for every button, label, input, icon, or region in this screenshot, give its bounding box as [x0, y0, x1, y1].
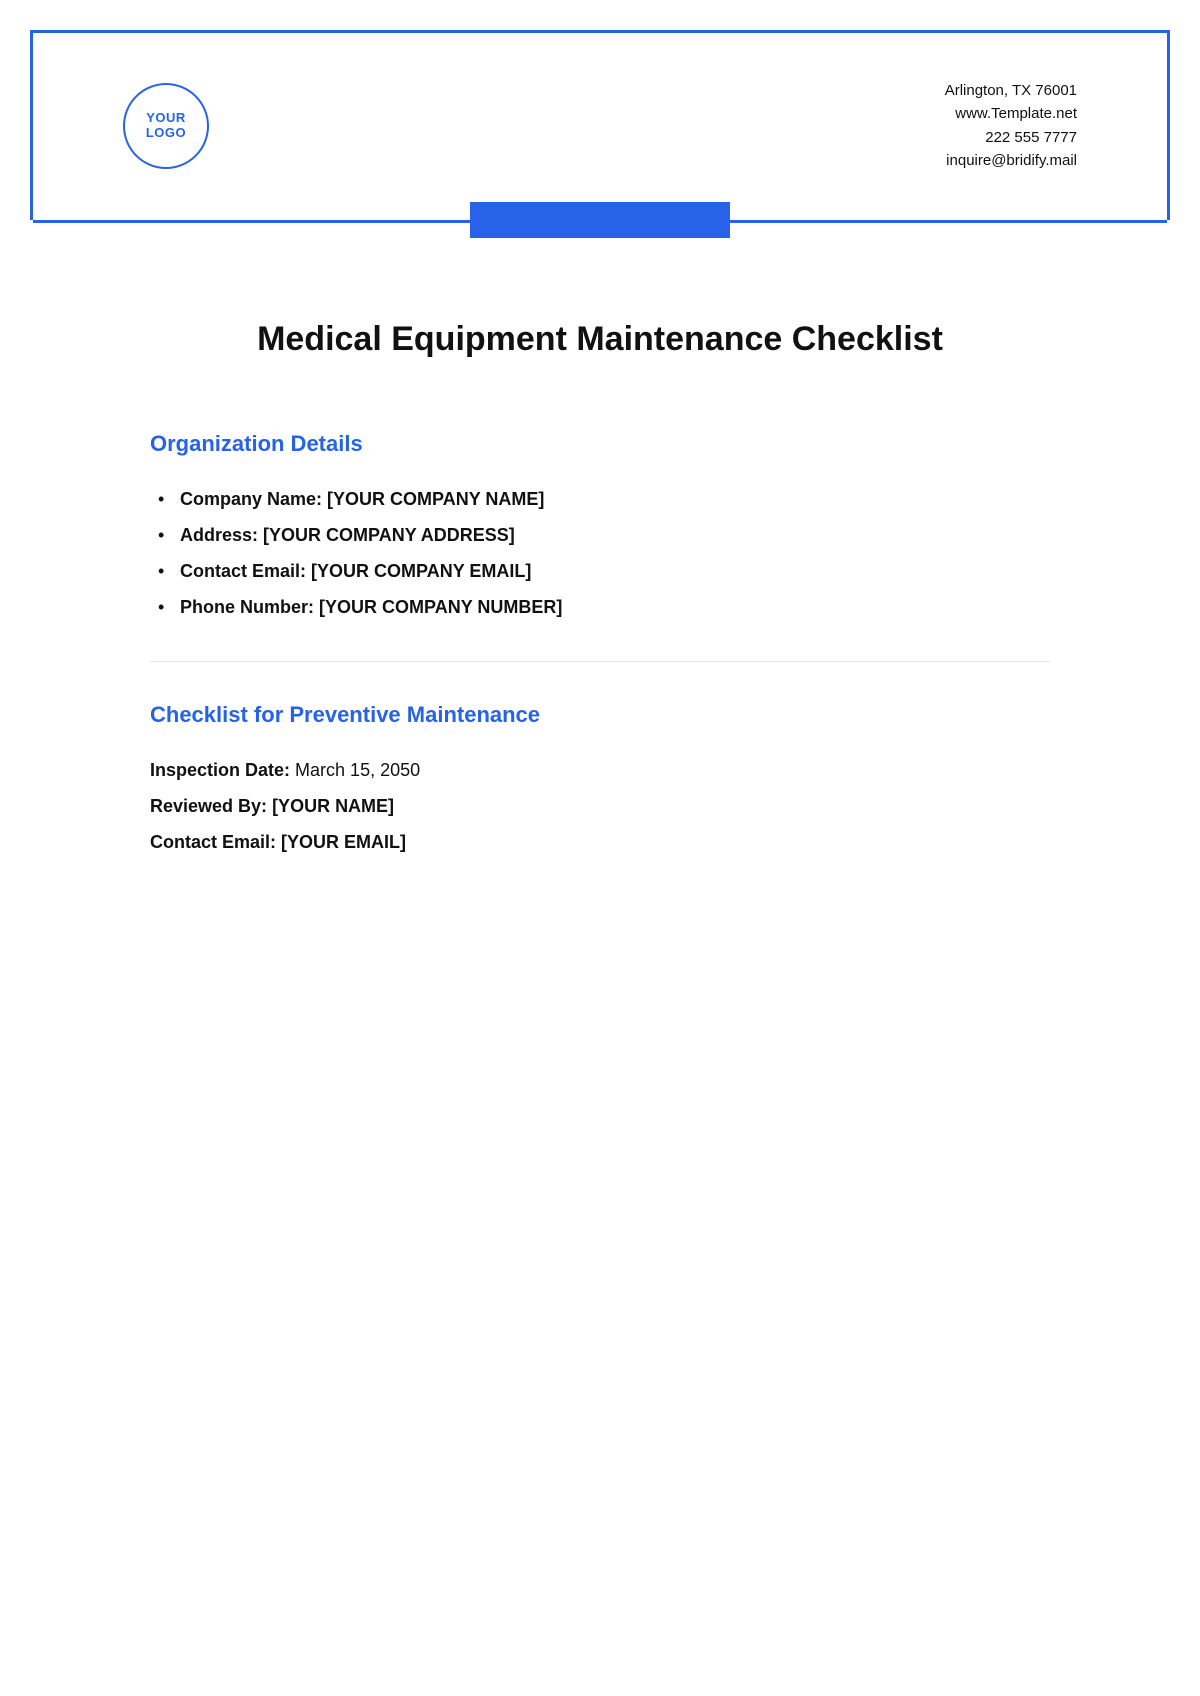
field-label: Inspection Date:	[150, 760, 290, 780]
list-item: Address: [YOUR COMPANY ADDRESS]	[158, 517, 1050, 553]
page-title: Medical Equipment Maintenance Checklist	[150, 320, 1050, 359]
field-value: [YOUR COMPANY NAME]	[327, 489, 544, 509]
contact-phone: 222 555 7777	[945, 126, 1077, 149]
list-item: Contact Email: [YOUR COMPANY EMAIL]	[158, 553, 1050, 589]
header-frame: YOUR LOGO Arlington, TX 76001 www.Templa…	[30, 30, 1170, 220]
contact-website: www.Template.net	[945, 102, 1077, 125]
field-label: Contact Email:	[150, 832, 276, 852]
contact-block: Arlington, TX 76001 www.Template.net 222…	[945, 73, 1077, 172]
info-line: Reviewed By: [YOUR NAME]	[150, 788, 1050, 824]
logo-line2: LOGO	[146, 125, 186, 140]
field-value: [YOUR COMPANY ADDRESS]	[263, 525, 515, 545]
org-details-heading: Organization Details	[150, 431, 1050, 457]
logo-text: YOUR LOGO	[146, 111, 186, 141]
document-body: Medical Equipment Maintenance Checklist …	[150, 320, 1050, 860]
header-inner: YOUR LOGO Arlington, TX 76001 www.Templa…	[33, 33, 1167, 220]
logo-placeholder: YOUR LOGO	[123, 83, 209, 169]
info-line: Contact Email: [YOUR EMAIL]	[150, 824, 1050, 860]
contact-email: inquire@bridify.mail	[945, 149, 1077, 172]
field-value: [YOUR COMPANY EMAIL]	[311, 561, 531, 581]
list-item: Phone Number: [YOUR COMPANY NUMBER]	[158, 589, 1050, 625]
header-tab-accent	[470, 202, 730, 238]
checklist-heading: Checklist for Preventive Maintenance	[150, 702, 1050, 728]
info-line: Inspection Date: March 15, 2050	[150, 752, 1050, 788]
field-value: [YOUR EMAIL]	[281, 832, 406, 852]
logo-line1: YOUR	[146, 110, 186, 125]
org-details-list: Company Name: [YOUR COMPANY NAME] Addres…	[150, 481, 1050, 625]
field-value: [YOUR NAME]	[272, 796, 394, 816]
field-label: Phone Number:	[180, 597, 314, 617]
field-label: Company Name:	[180, 489, 322, 509]
field-label: Contact Email:	[180, 561, 306, 581]
field-label: Reviewed By:	[150, 796, 267, 816]
field-value: March 15, 2050	[295, 760, 420, 780]
contact-address: Arlington, TX 76001	[945, 79, 1077, 102]
list-item: Company Name: [YOUR COMPANY NAME]	[158, 481, 1050, 517]
section-divider	[150, 661, 1050, 662]
field-label: Address:	[180, 525, 258, 545]
field-value: [YOUR COMPANY NUMBER]	[319, 597, 562, 617]
